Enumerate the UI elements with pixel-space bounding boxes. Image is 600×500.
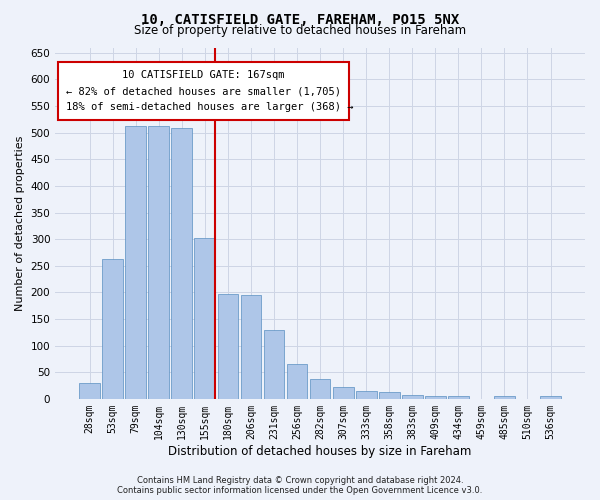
Bar bbox=[310, 378, 331, 399]
Bar bbox=[333, 387, 353, 399]
Bar bbox=[241, 295, 262, 399]
Text: 10, CATISFIELD GATE, FAREHAM, PO15 5NX: 10, CATISFIELD GATE, FAREHAM, PO15 5NX bbox=[141, 12, 459, 26]
Text: Contains HM Land Registry data © Crown copyright and database right 2024.
Contai: Contains HM Land Registry data © Crown c… bbox=[118, 476, 482, 495]
Bar bbox=[172, 128, 192, 399]
Bar bbox=[218, 294, 238, 399]
Bar bbox=[494, 396, 515, 399]
Text: ← 82% of detached houses are smaller (1,705): ← 82% of detached houses are smaller (1,… bbox=[66, 86, 341, 96]
Bar bbox=[148, 126, 169, 399]
Bar bbox=[379, 392, 400, 399]
FancyBboxPatch shape bbox=[58, 62, 349, 120]
Bar bbox=[425, 396, 446, 399]
X-axis label: Distribution of detached houses by size in Fareham: Distribution of detached houses by size … bbox=[169, 444, 472, 458]
Bar bbox=[102, 259, 123, 399]
Bar bbox=[125, 126, 146, 399]
Y-axis label: Number of detached properties: Number of detached properties bbox=[15, 136, 25, 311]
Bar bbox=[402, 394, 422, 399]
Bar bbox=[356, 391, 377, 399]
Bar bbox=[287, 364, 307, 399]
Text: 18% of semi-detached houses are larger (368) →: 18% of semi-detached houses are larger (… bbox=[66, 102, 353, 112]
Bar bbox=[448, 396, 469, 399]
Bar bbox=[194, 238, 215, 399]
Bar bbox=[540, 396, 561, 399]
Bar bbox=[263, 330, 284, 399]
Bar bbox=[79, 383, 100, 399]
Text: Size of property relative to detached houses in Fareham: Size of property relative to detached ho… bbox=[134, 24, 466, 37]
Text: 10 CATISFIELD GATE: 167sqm: 10 CATISFIELD GATE: 167sqm bbox=[122, 70, 285, 81]
